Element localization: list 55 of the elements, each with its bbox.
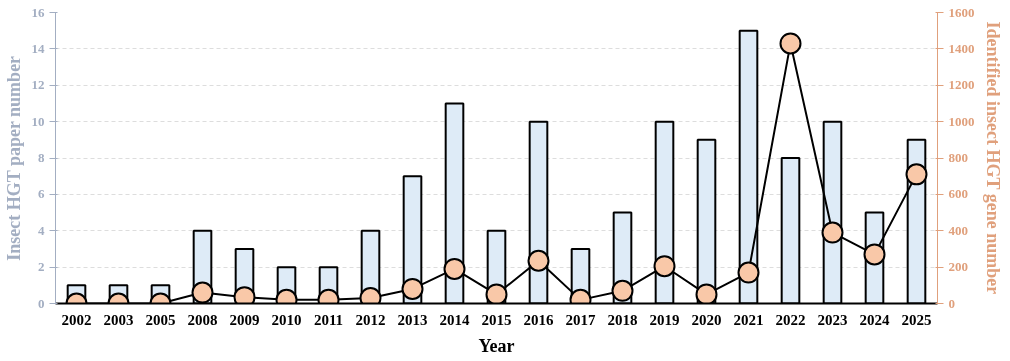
x-tick-label: 2017 (565, 311, 596, 328)
y2-tick-label: 800 (948, 150, 968, 165)
y-tick-label: 14 (31, 40, 45, 56)
x-tick-label: 2025 (901, 311, 932, 328)
x-tick-label: 2019 (649, 311, 680, 328)
x-tick-label: 2012 (355, 311, 386, 328)
point (191, 281, 214, 304)
y2-tick-label: 0 (948, 295, 955, 311)
y2-tick-label: 1000 (948, 113, 975, 129)
point (611, 279, 634, 302)
x-tick-label: 2013 (397, 311, 428, 328)
x-tick-label: 2016 (523, 311, 554, 328)
x-tick-label: 2015 (481, 311, 512, 328)
y-tick-label: 4 (38, 222, 45, 238)
x-tick-label: 2014 (439, 311, 470, 328)
y2-tick-label: 1400 (948, 40, 975, 56)
x-tick-label: 2020 (691, 311, 722, 328)
y2-tick-label: 600 (948, 186, 968, 202)
point (863, 243, 886, 266)
point (905, 163, 928, 186)
y2-tick-label: 1200 (948, 77, 975, 93)
point (485, 283, 508, 304)
x-tick-label: 2021 (733, 311, 764, 328)
point (821, 221, 844, 244)
y-tick-label: 12 (31, 77, 45, 93)
x-tick-label: 2008 (187, 311, 218, 328)
x-tick-label: 2018 (607, 311, 638, 328)
y2-tick-label: 400 (948, 222, 968, 238)
x-tick-label: 2022 (775, 311, 806, 328)
point (653, 255, 676, 278)
point (527, 249, 550, 272)
x-tick-label: 2011 (313, 311, 344, 328)
point (443, 257, 466, 280)
y-tick-label: 8 (38, 150, 45, 165)
x-axis-title: Year (478, 335, 515, 356)
point (695, 283, 718, 304)
x-tick-label: 2005 (145, 311, 176, 328)
y-tick-label: 16 (31, 4, 45, 20)
y2-tick-label: 1600 (948, 4, 975, 20)
y-axis-title: Insect HGT paper number (3, 55, 24, 261)
y2-tick-label: 200 (948, 259, 968, 275)
y-tick-label: 0 (38, 295, 45, 311)
y-tick-label: 2 (38, 259, 45, 275)
x-tick-label: 2002 (61, 311, 92, 328)
x-tick-label: 2010 (271, 311, 302, 328)
x-tick-label: 2024 (859, 311, 890, 328)
x-tick-label: 2023 (817, 311, 848, 328)
y2-axis-title: Identified insect HGT gene number (982, 21, 1003, 295)
point (401, 277, 424, 300)
x-tick-label: 2009 (229, 311, 260, 328)
y-tick-label: 6 (38, 186, 45, 202)
point (779, 32, 802, 55)
point (737, 261, 760, 284)
y-tick-label: 10 (31, 113, 45, 129)
x-tick-label: 2003 (103, 311, 134, 328)
